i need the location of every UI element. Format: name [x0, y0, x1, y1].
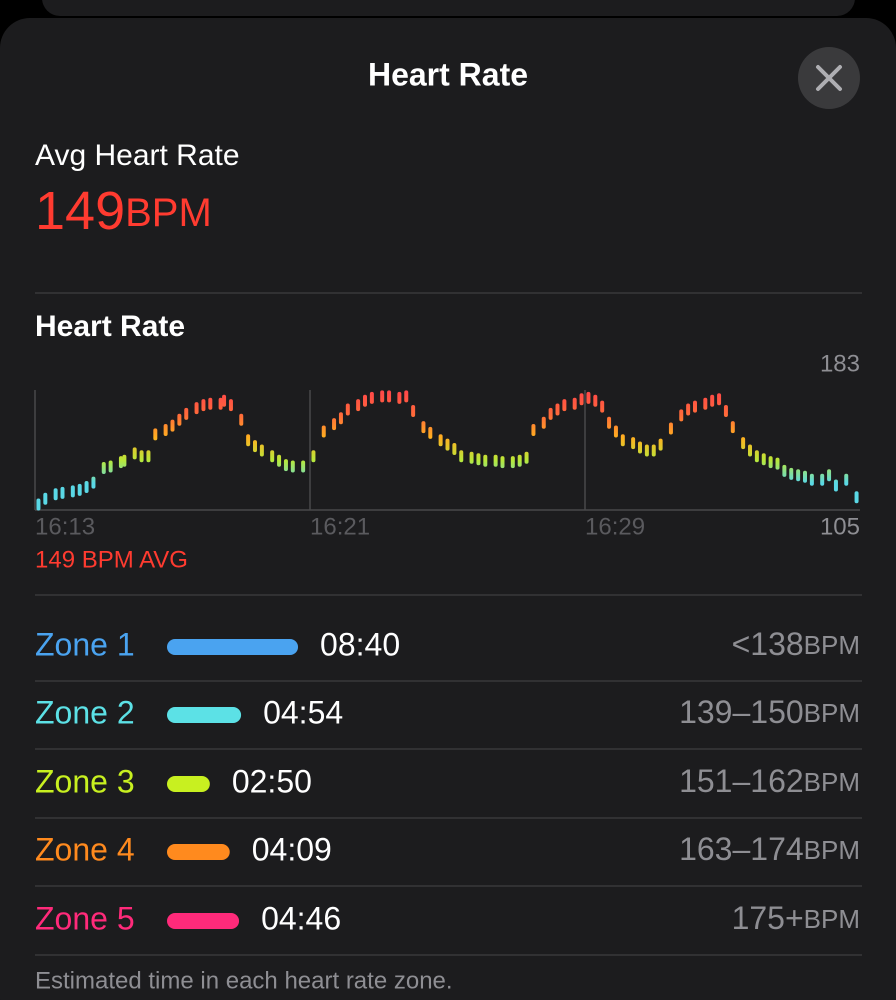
zone-range: 175+BPM: [732, 900, 860, 936]
zone-range-value: 163–174: [679, 831, 804, 867]
zone-bar: [167, 776, 210, 792]
zone-range-value: 151–162: [679, 763, 804, 799]
summary-value: 149BPM: [35, 181, 212, 241]
background-card: [42, 0, 855, 16]
zone-range-value: 175+: [732, 900, 804, 936]
zone-duration: 04:09: [252, 831, 332, 867]
zone-range-value: 139–150: [679, 694, 804, 730]
zone-bar: [167, 844, 230, 860]
zone-range-unit: BPM: [804, 835, 860, 865]
zone-range-unit: BPM: [804, 904, 860, 934]
zone-duration: 04:46: [261, 900, 341, 936]
zone-range-unit: BPM: [804, 630, 860, 660]
summary-label: Avg Heart Rate: [35, 139, 240, 172]
zone-bar: [167, 707, 242, 723]
x-tick-label: 16:13: [35, 513, 95, 540]
chart-title: Heart Rate: [35, 310, 185, 343]
zone-duration: 08:40: [320, 626, 400, 662]
zone-bar: [167, 639, 299, 655]
zone-bar: [167, 913, 240, 929]
zone-range: 151–162BPM: [679, 763, 860, 799]
y-tick-label: 183: [820, 350, 860, 377]
sheet: [0, 18, 896, 1000]
zone-name: Zone 3: [35, 763, 135, 799]
zone-duration: 02:50: [232, 763, 312, 799]
zone-name: Zone 5: [35, 900, 135, 936]
close-button[interactable]: [798, 47, 860, 109]
zone-range-value: <138: [732, 626, 804, 662]
zone-range: 139–150BPM: [679, 694, 860, 730]
avg-unit: BPM: [125, 191, 212, 235]
zone-duration: 04:54: [263, 694, 343, 730]
avg-label: 149 BPM AVG: [35, 546, 188, 573]
zone-range-unit: BPM: [804, 698, 860, 728]
zone-range: 163–174BPM: [679, 831, 860, 867]
zone-range: <138BPM: [732, 626, 860, 662]
close-icon[interactable]: [816, 65, 842, 91]
footnote: Estimated time in each heart rate zone.: [35, 967, 453, 994]
avg-value: 149: [35, 181, 125, 241]
sheet-title: Heart Rate: [368, 56, 528, 92]
zone-name: Zone 2: [35, 694, 135, 730]
x-tick-label: 16:21: [310, 513, 370, 540]
zone-range-unit: BPM: [804, 767, 860, 797]
y-tick-label: 105: [820, 513, 860, 540]
zone-name: Zone 1: [35, 626, 135, 662]
zone-name: Zone 4: [35, 831, 135, 867]
x-tick-label: 16:29: [585, 513, 645, 540]
